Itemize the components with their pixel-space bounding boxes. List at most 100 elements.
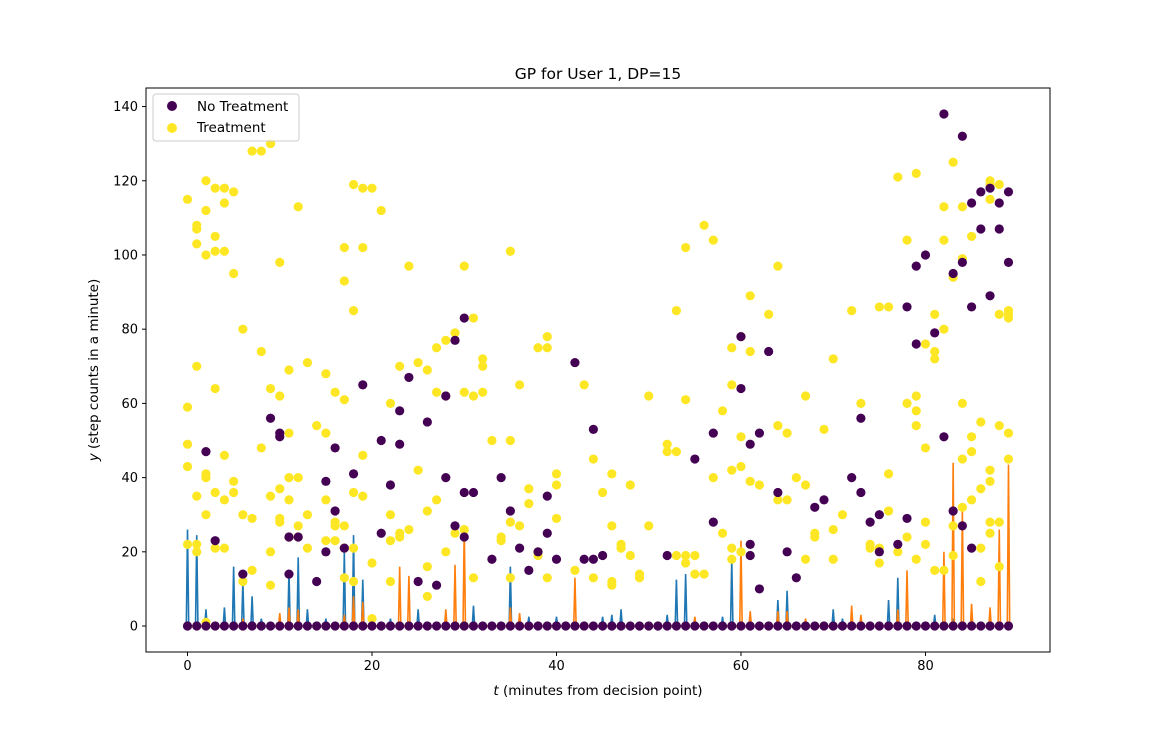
treatment-point	[219, 543, 230, 553]
no-treatment-point	[496, 621, 506, 631]
no-treatment-point	[496, 473, 506, 483]
no-treatment-point	[690, 454, 700, 464]
treatment-point	[902, 532, 912, 542]
treatment-point	[431, 387, 442, 397]
treatment-point	[330, 521, 340, 531]
treatment-point	[422, 562, 432, 572]
treatment-point	[902, 235, 912, 245]
no-treatment-point	[1003, 257, 1014, 267]
no-treatment-point	[459, 487, 469, 498]
treatment-point	[505, 246, 515, 256]
no-treatment-point	[708, 621, 718, 631]
treatment-point	[265, 547, 276, 557]
treatment-point	[229, 268, 239, 279]
treatment-point	[966, 432, 977, 442]
no-treatment-point	[376, 621, 386, 631]
treatment-point	[524, 484, 534, 494]
treatment-mean-line	[187, 462, 1011, 627]
treatment-point	[514, 380, 525, 390]
treatment-point	[800, 480, 811, 490]
treatment-point	[533, 343, 543, 353]
no-treatment-point	[459, 313, 469, 323]
no-treatment-point	[874, 547, 884, 557]
no-treatment-point	[514, 543, 525, 553]
treatment-point	[690, 550, 700, 561]
treatment-point	[579, 380, 589, 390]
treatment-point	[607, 580, 617, 590]
no-treatment-point	[321, 476, 331, 486]
treatment-point	[966, 231, 977, 242]
y-tick-label: 60	[121, 397, 138, 412]
treatment-point	[293, 521, 303, 531]
no-treatment-point	[966, 302, 977, 312]
no-treatment-point	[893, 539, 903, 549]
treatment-point	[764, 309, 774, 319]
no-treatment-point	[994, 621, 1004, 631]
treatment-point	[182, 461, 193, 472]
no-treatment-point	[939, 109, 949, 119]
treatment-point	[431, 343, 442, 353]
treatment-point	[284, 428, 294, 438]
treatment-point	[994, 517, 1004, 527]
treatment-point	[883, 302, 894, 312]
treatment-point	[247, 146, 257, 156]
no-treatment-point	[192, 621, 202, 631]
no-treatment-point	[598, 621, 608, 631]
no-treatment-point	[976, 621, 986, 631]
treatment-point	[192, 547, 202, 557]
treatment-point	[302, 543, 313, 553]
no-treatment-point	[330, 621, 340, 631]
treatment-point	[524, 498, 534, 509]
axis-ticks: 0 20 40 60 80 0 20 40 60 80 100 120 140	[113, 100, 934, 674]
treatment-point	[828, 354, 838, 364]
treatment-point	[717, 406, 728, 416]
no-treatment-point	[782, 547, 792, 557]
treatment-point	[210, 231, 220, 242]
treatment-point	[505, 573, 515, 583]
no-treatment-point	[422, 621, 432, 631]
no-treatment-point	[201, 447, 211, 457]
no-treatment-point	[275, 428, 285, 438]
treatment-point	[985, 528, 995, 538]
treatment-point	[339, 276, 349, 286]
treatment-point	[247, 565, 257, 575]
treatment-point	[441, 335, 451, 345]
treatment-point	[229, 487, 239, 498]
no-treatment-point	[911, 261, 921, 271]
treatment-point	[616, 543, 626, 553]
no-treatment-point	[450, 335, 460, 345]
no-treatment-point	[505, 621, 515, 631]
no-treatment-point	[966, 543, 977, 553]
no-treatment-point	[588, 554, 598, 564]
no-treatment-point	[939, 432, 949, 442]
treatment-point	[625, 550, 635, 561]
no-treatment-point	[284, 621, 294, 631]
y-tick-label: 40	[121, 471, 138, 486]
treatment-point	[671, 550, 682, 561]
treatment-point	[339, 242, 349, 253]
no-treatment-point	[524, 621, 534, 631]
treatment-point	[902, 398, 912, 408]
no-treatment-point	[450, 521, 460, 531]
treatment-point	[754, 480, 765, 490]
no-treatment-point	[265, 413, 276, 423]
treatment-point	[791, 473, 801, 483]
treatment-point	[893, 172, 903, 182]
treatment-point	[727, 465, 737, 475]
no-treatment-point	[293, 621, 303, 631]
treatment-point	[708, 473, 718, 483]
treatment-point	[736, 547, 746, 557]
treatment-point	[727, 554, 737, 564]
no-treatment-point	[902, 621, 912, 631]
treatment-point	[330, 536, 340, 546]
treatment-point	[745, 346, 755, 357]
no-treatment-point	[321, 621, 331, 631]
treatment-point	[256, 146, 266, 156]
treatment-point	[948, 521, 958, 531]
treatment-point	[192, 491, 202, 501]
no-treatment-point	[330, 443, 340, 453]
treatment-point	[284, 495, 294, 505]
treatment-point	[275, 484, 285, 494]
no-treatment-point	[588, 424, 598, 434]
